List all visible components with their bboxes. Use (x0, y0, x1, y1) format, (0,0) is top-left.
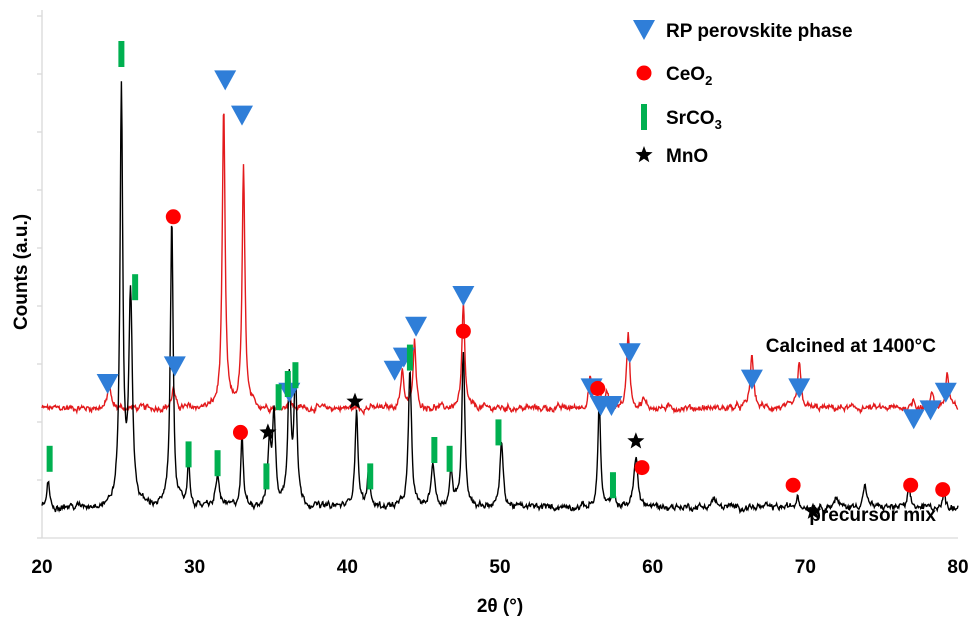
x-axis-title: 2θ (°) (477, 596, 523, 617)
series-lines (41, 81, 959, 516)
ceo2-marker (935, 482, 951, 498)
legend-symbol-3 (635, 146, 653, 163)
x-tick-label: 20 (31, 557, 52, 578)
y-tick-marks (37, 15, 42, 539)
srco3-marker (431, 437, 438, 463)
srco3-marker (118, 41, 125, 67)
rp-perovskite-marker (902, 409, 925, 430)
mno-star-marker (259, 423, 277, 440)
srco3-marker (367, 463, 374, 490)
rp-perovskite-marker (740, 369, 763, 390)
series-line-1 (41, 81, 959, 516)
series-labels: Calcined at 1400°C precursor mix (766, 336, 937, 526)
series-label-0: Calcined at 1400°C (766, 336, 937, 357)
x-tick-label: 60 (642, 557, 663, 578)
srco3-marker (132, 274, 139, 301)
srco3-marker (609, 472, 616, 499)
rp-perovskite-marker (383, 360, 406, 381)
x-tick-label: 80 (947, 557, 968, 578)
rp-perovskite-marker (618, 343, 641, 364)
x-tick-label: 30 (184, 557, 205, 578)
ceo2-marker (232, 424, 248, 440)
mno-star-marker (627, 432, 645, 449)
srco3-marker (46, 445, 53, 472)
rp-perovskite-marker (452, 286, 475, 306)
srco3-marker (495, 419, 502, 446)
legend-label-1: CeO2 (666, 64, 712, 88)
series-line-0 (41, 113, 959, 416)
rp-perovskite-marker (230, 105, 253, 126)
ceo2-marker (785, 477, 801, 493)
x-tick-label: 40 (337, 557, 358, 578)
ceo2-marker (455, 323, 471, 339)
legend-symbol-2 (641, 104, 647, 130)
srco3-marker (446, 445, 453, 472)
mno-star-marker (346, 392, 364, 409)
legend-symbol-1 (636, 65, 652, 81)
x-tick-label: 50 (489, 557, 510, 578)
srco3-marker (275, 384, 282, 411)
rp-perovskite-marker (405, 316, 428, 337)
y-axis-title: Counts (a.u.) (11, 214, 32, 330)
rp-perovskite-marker (214, 70, 237, 91)
rp-perovskite-marker (788, 378, 811, 399)
phase-markers (46, 41, 957, 519)
legend-label-3: MnO (666, 146, 708, 167)
srco3-marker (284, 371, 291, 397)
srco3-marker (263, 463, 270, 490)
mno-star-marker (804, 502, 822, 519)
rp-perovskite-marker (96, 374, 119, 394)
rp-perovskite-marker (934, 382, 957, 403)
x-tick-labels: 20 30 40 50 60 70 80 (31, 557, 968, 578)
legend-symbol-0 (633, 20, 655, 40)
srco3-marker (185, 441, 192, 468)
srco3-marker (214, 450, 221, 477)
ceo2-marker (590, 380, 606, 396)
ceo2-marker (903, 477, 919, 493)
ceo2-marker (165, 209, 181, 225)
ceo2-marker (634, 460, 650, 476)
legend: RP perovskite phase CeO2 SrCO3 MnO (633, 20, 853, 167)
legend-label-0: RP perovskite phase (666, 21, 853, 42)
rp-perovskite-marker (600, 396, 623, 416)
series-label-1: precursor mix (809, 505, 936, 526)
rp-perovskite-marker (163, 356, 186, 377)
axes: 20 30 40 50 60 70 80 (31, 10, 969, 578)
srco3-marker (406, 344, 413, 371)
legend-label-2: SrCO3 (666, 108, 722, 132)
rp-perovskite-marker (919, 400, 942, 421)
x-tick-label: 70 (795, 557, 816, 578)
srco3-marker (292, 362, 299, 389)
